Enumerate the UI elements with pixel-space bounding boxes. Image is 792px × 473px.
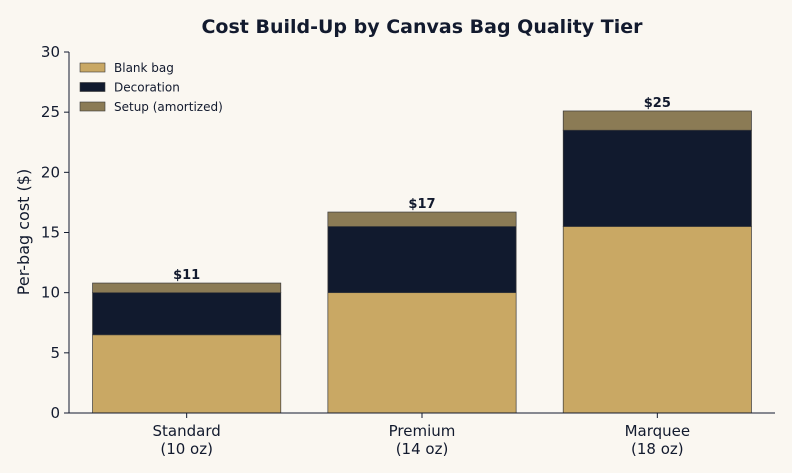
bar-segment: [562, 226, 752, 414]
x-tick-label: Standard: [153, 422, 221, 440]
bar-total-label: $11: [173, 268, 200, 283]
y-tick-label: 5: [50, 344, 60, 362]
y-tick-label: 0: [50, 404, 60, 422]
bar-segment: [92, 334, 282, 414]
chart-title: Cost Build-Up by Canvas Bag Quality Tier: [201, 16, 643, 38]
x-tick-label: (10 oz): [160, 440, 213, 458]
bar-segment: [562, 129, 752, 227]
y-tick-label: 25: [41, 103, 60, 121]
legend-swatch: [79, 101, 106, 112]
y-tick-label: 15: [41, 224, 60, 242]
legend-swatch: [79, 82, 106, 92]
bar-segment: [92, 282, 282, 294]
x-tick-label: (14 oz): [396, 440, 449, 458]
y-tick-label: 20: [41, 163, 60, 181]
bar-segment: [562, 110, 752, 131]
y-axis-label: Per-bag cost ($): [14, 169, 33, 295]
axes-group: Standard(10 oz) Premium(14 oz) Marquee(18 …: [41, 43, 775, 458]
legend-label: Decoration: [114, 81, 180, 95]
bar-total-label: $17: [408, 197, 435, 212]
bars-group: $11 $17 $25: [92, 96, 752, 414]
legend-label: Setup (amortized): [114, 100, 223, 114]
x-tick-label: Premium: [389, 422, 456, 440]
x-tick-label: (18 oz): [631, 440, 684, 458]
bar-segment: [327, 226, 517, 294]
y-tick-label: 10: [41, 284, 60, 302]
bar-segment: [327, 211, 517, 227]
legend-swatch: [79, 62, 106, 73]
bar-segment: [327, 292, 517, 414]
x-tick-label: Marquee: [625, 422, 691, 440]
bar-segment: [92, 292, 282, 336]
bar-total-label: $25: [644, 96, 671, 111]
legend-label: Blank bag: [114, 61, 174, 75]
y-tick-label: 30: [41, 43, 60, 61]
legend: Blank bag Decoration Setup (amortized): [79, 61, 223, 114]
